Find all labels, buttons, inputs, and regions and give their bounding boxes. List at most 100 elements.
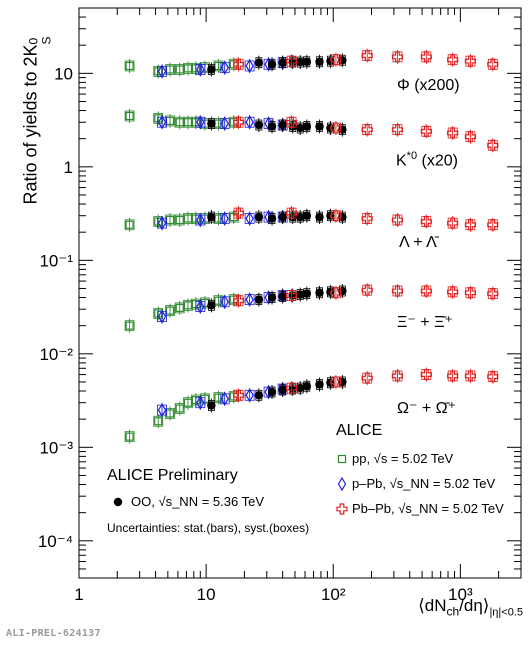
data-point	[254, 295, 264, 304]
legend-markers	[113, 454, 348, 515]
data-point	[196, 212, 205, 228]
data-point	[420, 215, 432, 228]
data-point	[420, 368, 432, 381]
data-point	[220, 294, 229, 309]
species-label-kstar-main: K	[396, 152, 407, 170]
data-point	[330, 210, 342, 222]
data-point	[315, 212, 324, 222]
data-point	[232, 389, 245, 401]
x-axis-label-sub: |η|<0.5	[489, 606, 523, 619]
data-point	[254, 58, 264, 67]
data-point	[285, 382, 298, 394]
data-point	[220, 60, 229, 75]
data-point	[447, 54, 459, 66]
data-point	[254, 212, 264, 222]
x-tick-label: 10	[197, 585, 216, 604]
y-tick-label: 10⁻⁴	[38, 532, 73, 551]
data-point	[464, 287, 477, 299]
data-point	[196, 115, 205, 130]
legend-pp-marker	[337, 454, 347, 464]
x-axis-label: ⟨dNch/dη⟩|η|<0.5	[418, 596, 523, 618]
species-label-kstar-tail: (x20)	[417, 152, 458, 170]
data-point	[361, 284, 373, 296]
data-point	[296, 212, 305, 222]
data-point	[447, 217, 459, 229]
legend-ppb-label: p–Pb, √s_NN = 5.02 TeV	[352, 476, 496, 491]
data-point	[245, 58, 254, 74]
species-label-omega: Ω⁻ + Ω̄⁺	[397, 400, 457, 417]
x-axis-label-ch: ch	[446, 604, 460, 619]
data-point	[220, 391, 229, 407]
legend-pbpb-marker	[336, 503, 348, 515]
data-point	[288, 57, 297, 67]
y-axis-label-sub: S	[39, 36, 54, 45]
data-point	[361, 212, 373, 225]
axis-tick-labels: 1 10 10² 10³ 10⁻⁴ 10⁻³ 10⁻² 10⁻¹ 1 10	[38, 64, 473, 604]
y-tick-label: 10⁻²	[39, 345, 73, 364]
data-point	[267, 122, 277, 131]
data-point	[420, 51, 432, 63]
data-point	[278, 292, 287, 301]
data-point	[125, 220, 134, 229]
data-point	[420, 125, 432, 137]
data-point	[278, 58, 287, 67]
data-point	[288, 384, 297, 394]
data-point	[330, 287, 342, 299]
x-axis-label-main: ⟨dN	[418, 596, 447, 615]
y-tick-label: 10	[54, 64, 73, 83]
data-point	[330, 376, 342, 388]
data-point	[464, 370, 477, 382]
axis-ticks	[78, 7, 522, 579]
y-axis-label-text: Ratio of yields to 2K	[20, 44, 41, 205]
data-point	[254, 120, 264, 130]
data-point	[267, 293, 277, 302]
data-point	[175, 404, 184, 413]
species-label-kstar: K*0 (x20)	[396, 150, 458, 170]
data-point	[487, 139, 499, 151]
data-point	[391, 370, 404, 382]
data-point	[285, 289, 298, 302]
data-point	[157, 309, 167, 324]
data-point	[315, 380, 324, 389]
data-point	[338, 377, 347, 387]
data-point	[285, 116, 298, 128]
data-point	[296, 290, 305, 299]
legend-pbpb-label: Pb–Pb, √s_NN = 5.02 TeV	[352, 501, 504, 516]
data-point	[245, 388, 254, 403]
x-tick-label: 1	[74, 585, 83, 604]
data-point	[278, 385, 287, 395]
data-point	[447, 370, 459, 382]
data-point	[296, 383, 305, 393]
data-point	[207, 119, 216, 128]
legend-oo-label: OO, √s_NN = 5.36 TeV	[131, 494, 264, 509]
x-tick-label: 10²	[321, 585, 346, 604]
data-point	[391, 51, 404, 63]
data-point	[254, 391, 264, 400]
legend-preliminary: ALICE Preliminary	[107, 467, 238, 484]
figure-identifier: ALI-PREL-624137	[6, 628, 101, 639]
data-point	[232, 116, 245, 128]
data-point	[361, 124, 373, 136]
data-point	[285, 207, 298, 219]
data-point	[220, 211, 229, 226]
data-point	[125, 61, 134, 71]
data-point	[296, 123, 305, 133]
legend-pp-label: pp, √s = 5.02 TeV	[352, 451, 454, 466]
data-point	[330, 54, 342, 66]
data-point	[464, 55, 477, 67]
data-point	[302, 211, 312, 220]
data-point	[267, 214, 277, 223]
legend-experiment: ALICE	[336, 422, 383, 439]
data-point	[391, 214, 404, 226]
data-point	[361, 49, 373, 62]
data-point	[487, 58, 499, 70]
data-point	[157, 64, 167, 79]
data-point	[302, 289, 312, 298]
data-markers	[124, 48, 499, 444]
y-tick-label: 1	[64, 158, 73, 177]
data-point	[296, 57, 305, 67]
data-point	[285, 55, 298, 67]
data-point	[464, 131, 477, 143]
data-point	[245, 292, 254, 307]
legend-oo-marker	[113, 497, 123, 507]
